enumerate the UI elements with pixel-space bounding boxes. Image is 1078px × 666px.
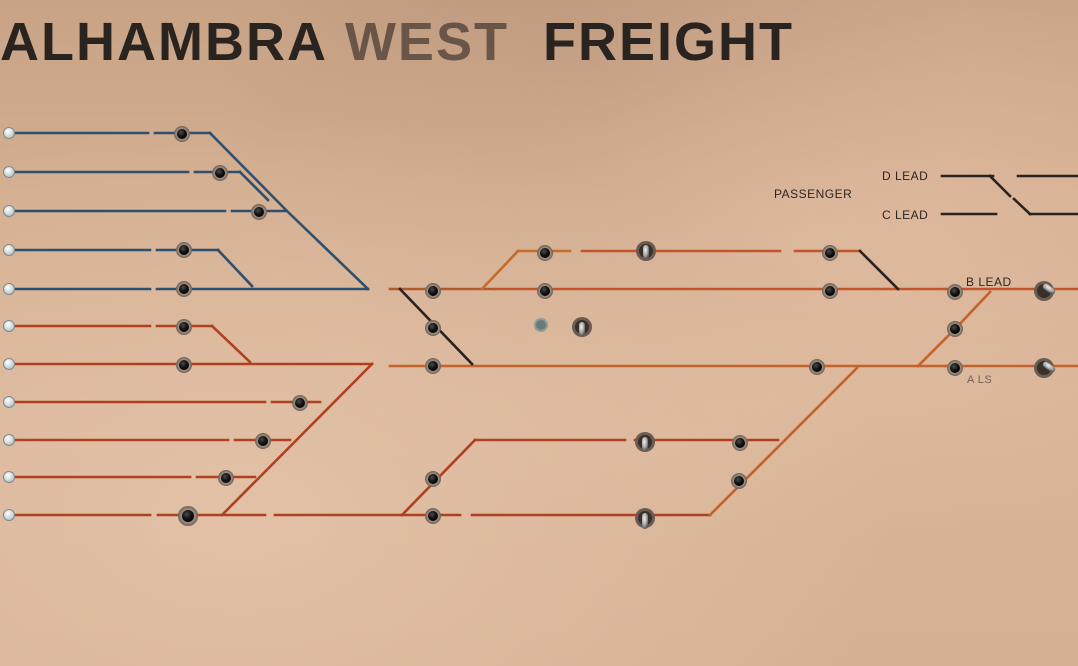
red-crossover-6 (210, 324, 252, 364)
panel-title: ALHAMBRA WEST FREIGHT (0, 12, 794, 72)
led-6 (176, 319, 192, 335)
toggle-switches[interactable] (572, 241, 1056, 529)
led-1 (174, 126, 190, 142)
indicator-light-green (534, 318, 548, 332)
blue-track-group (8, 131, 370, 291)
toggle-switch-3[interactable] (635, 432, 655, 452)
end-lamp-8 (3, 396, 15, 408)
led-14 (425, 358, 441, 374)
led-9 (255, 433, 271, 449)
lead-track-group (940, 174, 1078, 368)
led-13 (425, 320, 441, 336)
toggle-switch-6[interactable] (1034, 358, 1056, 378)
c-lead-label: C LEAD (882, 208, 929, 222)
end-lamp-10 (3, 471, 15, 483)
end-lamp-5 (3, 283, 15, 295)
end-lamp-2 (3, 166, 15, 178)
led-26 (947, 360, 963, 376)
a-lead-label: A LS (967, 374, 993, 386)
led-22 (425, 471, 441, 487)
title-word-1: ALHAMBRA (0, 12, 328, 72)
passenger-label: PASSENGER (774, 187, 853, 201)
d-lead-label: D LEAD (882, 169, 929, 183)
b-lead-label: B LEAD (966, 275, 1012, 289)
lower-crossover-east (708, 366, 859, 517)
end-lamp-1 (3, 127, 15, 139)
led-2 (212, 165, 228, 181)
end-lamp-6 (3, 320, 15, 332)
toggle-switch-4[interactable] (635, 508, 655, 529)
d-c-crossover-2 (1012, 197, 1032, 216)
led-17 (822, 245, 838, 261)
blue-crossover-1 (208, 131, 370, 291)
blue-crossover-3 (216, 248, 254, 288)
led-7 (176, 357, 192, 373)
d-c-crossover-1 (988, 174, 1012, 198)
led-25 (947, 321, 963, 337)
lead-crossover-b (953, 290, 992, 331)
track-end-lamps (3, 127, 15, 521)
toggle-switch-5[interactable] (1034, 281, 1056, 301)
title-word-2: WEST (344, 12, 509, 72)
led-18 (822, 283, 838, 299)
end-lamp-4 (3, 244, 15, 256)
led-15 (537, 245, 553, 261)
blue-crossover-2 (238, 170, 270, 202)
indicator-leds (174, 126, 963, 526)
lead-crossover-a-b (916, 327, 957, 368)
led-24 (947, 284, 963, 300)
upper-loop-east-diag (858, 249, 900, 291)
led-4 (176, 242, 192, 258)
toggle-switch-2[interactable] (572, 317, 592, 337)
led-8 (292, 395, 308, 411)
title-word-3: FREIGHT (542, 12, 794, 72)
red-ladder-group (8, 324, 374, 517)
red-ladder-diagonal (220, 362, 374, 517)
led-19 (809, 359, 825, 375)
upper-loop-west-diag (480, 249, 520, 291)
led-23 (425, 508, 441, 524)
led-5 (176, 281, 192, 297)
main-line-group (273, 249, 992, 517)
led-20 (732, 435, 748, 451)
end-lamp-11 (3, 509, 15, 521)
led-10 (218, 470, 234, 486)
end-lamp-3 (3, 205, 15, 217)
led-12 (425, 283, 441, 299)
toggle-switch-1[interactable] (636, 241, 656, 261)
led-3 (251, 204, 267, 220)
end-lamp-9 (3, 434, 15, 446)
led-21 (731, 473, 747, 489)
end-lamp-7 (3, 358, 15, 370)
led-16 (537, 283, 553, 299)
led-11 (178, 506, 198, 526)
